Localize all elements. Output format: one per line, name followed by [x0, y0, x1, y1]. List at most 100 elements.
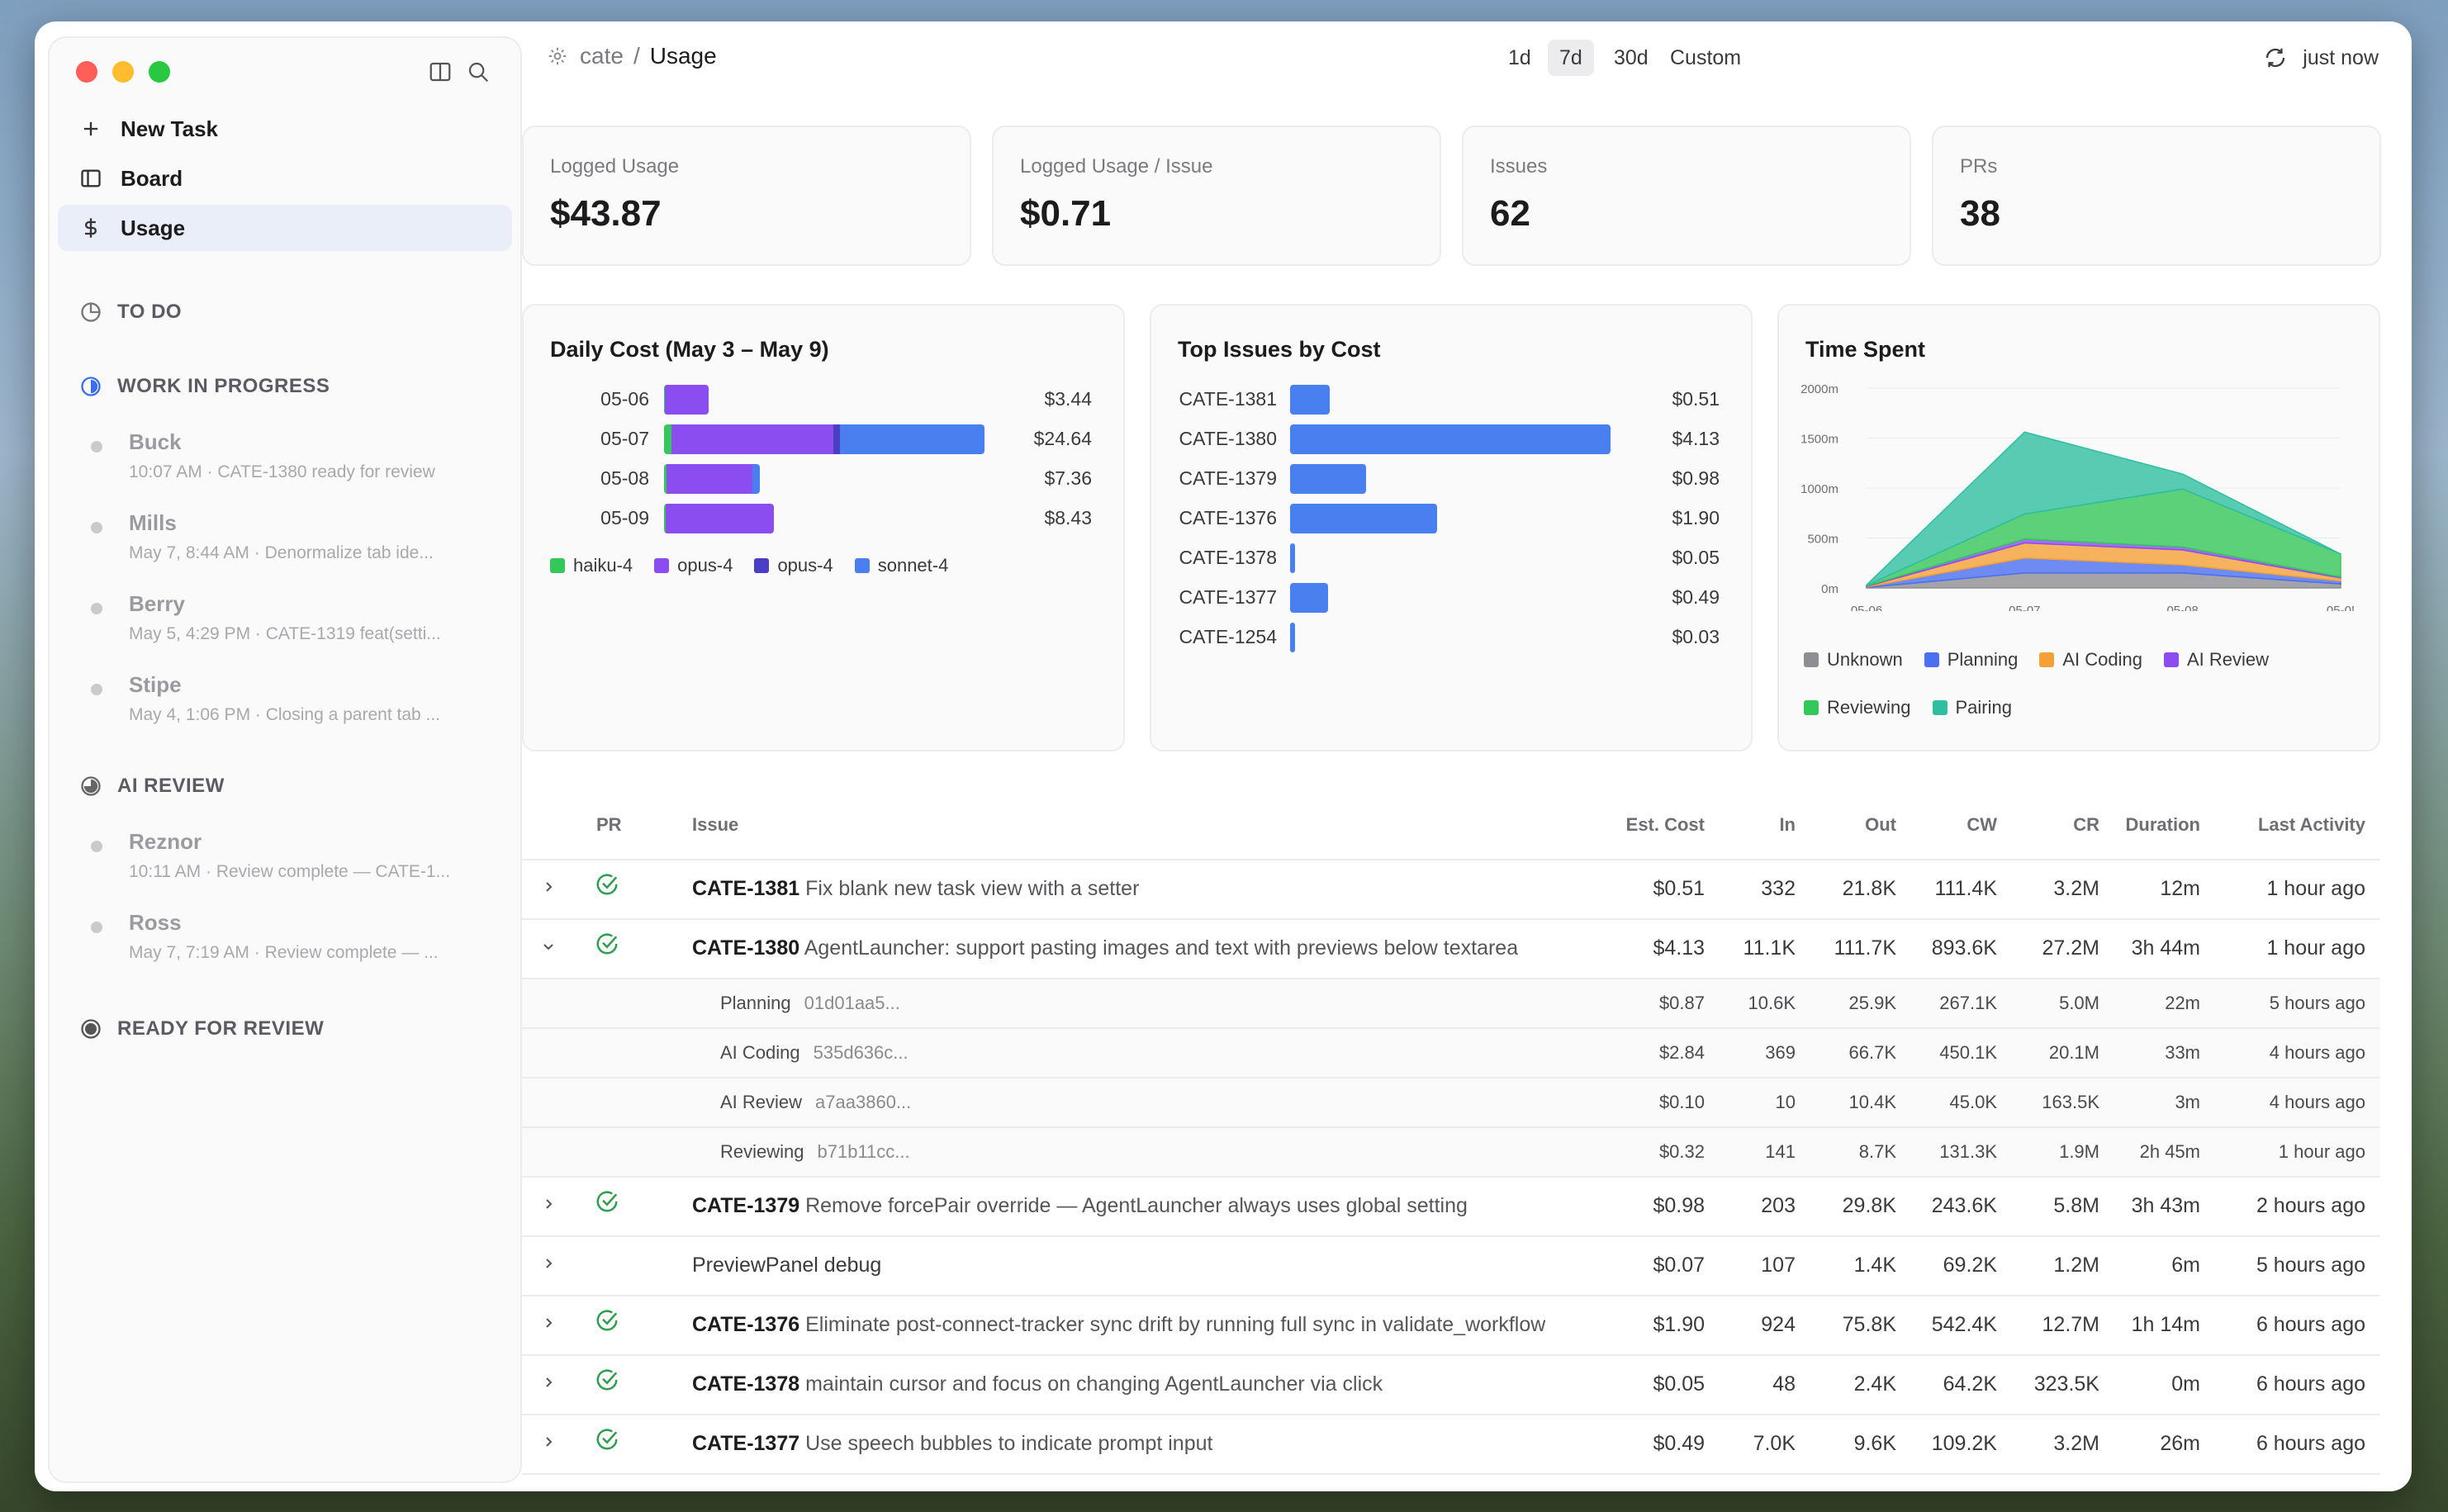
top-issue-bar[interactable] [1290, 543, 1295, 573]
pr-merged-check-icon[interactable] [595, 1189, 619, 1214]
range-custom[interactable]: Custom [1670, 46, 1742, 69]
legend-swatch [2163, 652, 2179, 667]
section-work-in-progress[interactable]: WORK IN PROGRESS [79, 375, 330, 398]
sidebar-item-board[interactable]: Board [58, 155, 512, 201]
chevron-right-icon[interactable] [540, 1196, 557, 1212]
cell-last: 1 hour ago [2278, 1141, 2365, 1162]
issue-id: CATE-1379 [692, 1194, 800, 1217]
column-header-cr[interactable]: CR [2073, 814, 2099, 835]
issue-cell[interactable]: CATE-1377 Use speech bubbles to indicate… [692, 1432, 1212, 1456]
task-agent-name: Mills [129, 510, 177, 535]
column-header-duration[interactable]: Duration [2125, 814, 2200, 835]
sidebar-item-usage[interactable]: Usage [58, 205, 512, 251]
table-row[interactable]: CATE-1381 Fix blank new task view with a… [522, 859, 2380, 918]
column-header-cw[interactable]: CW [1966, 814, 1997, 835]
issue-cell[interactable]: CATE-1376 Eliminate post-connect-tracker… [692, 1313, 1545, 1337]
search-icon[interactable] [466, 59, 491, 84]
top-issue-bar[interactable] [1290, 623, 1295, 652]
cell-cost: $0.10 [1658, 1092, 1705, 1112]
column-header-pr[interactable]: PR [596, 814, 622, 835]
table-row[interactable]: PreviewPanel debug $0.07 107 1.4K 69.2K 1.2M 6… [522, 1235, 2380, 1295]
task-item[interactable]: Berry May 5, 4:29 PM · CATE-1319 feat(set… [83, 591, 512, 657]
refresh-button[interactable]: just now [2263, 40, 2379, 76]
top-issue-bar[interactable] [1290, 385, 1330, 415]
section-ready-for-review[interactable]: READY FOR REVIEW [79, 1017, 324, 1040]
table-row[interactable]: CATE-1378 maintain cursor and focus on c… [522, 1354, 2380, 1414]
task-status-dot [91, 684, 102, 695]
chevron-right-icon[interactable] [540, 1255, 557, 1272]
chevron-right-icon[interactable] [540, 1315, 557, 1331]
task-item[interactable]: Buck 10:07 AM · CATE-1380 ready for revie… [83, 429, 512, 495]
daily-cost-bar[interactable] [664, 385, 709, 415]
column-header-out[interactable]: Out [1865, 814, 1896, 835]
table-sub-row[interactable]: AI Review a7aa3860... $0.10 10 10.4K 45.0K 163… [522, 1077, 2380, 1126]
chevron-right-icon[interactable] [540, 1374, 557, 1391]
issue-cell[interactable]: CATE-1379 Remove forcePair override — Ag… [692, 1194, 1468, 1218]
cell-duration: 3m [2175, 1092, 2200, 1112]
table-row[interactable]: CATE-1380 AgentLauncher: support pasting… [522, 918, 2380, 978]
minimize-window-button[interactable] [112, 61, 134, 83]
issue-cell[interactable]: CATE-1378 maintain cursor and focus on c… [692, 1372, 1383, 1396]
daily-cost-bar-segment [664, 424, 672, 454]
close-window-button[interactable] [76, 61, 97, 83]
range-1d[interactable]: 1d [1508, 46, 1531, 69]
table-row[interactable]: CATE-1376 Eliminate post-connect-tracker… [522, 1295, 2380, 1354]
task-item[interactable]: Mills May 7, 8:44 AM · Denormalize tab id… [83, 510, 512, 576]
daily-cost-bar[interactable] [664, 504, 774, 533]
pr-merged-check-icon[interactable] [595, 1427, 619, 1452]
legend-item: Unknown [1804, 636, 1903, 684]
area-series-pairing[interactable] [1866, 431, 2341, 587]
table-sub-row[interactable]: Reviewing b71b11cc... $0.32 141 8.7K 131.3K 1.… [522, 1126, 2380, 1176]
section-to-do[interactable]: TO DO [79, 301, 182, 324]
cell-last: 5 hours ago [2256, 1254, 2365, 1277]
sidebar-item-new-task[interactable]: New Task [58, 106, 512, 152]
task-status-dot [91, 922, 102, 933]
daily-cost-bar[interactable] [664, 464, 760, 494]
zoom-window-button[interactable] [149, 61, 170, 83]
column-header-issue[interactable]: Issue [692, 814, 739, 835]
daily-cost-bar[interactable] [664, 424, 984, 454]
phase-cell: AI Coding 535d636c... [720, 1042, 909, 1064]
chevron-right-icon[interactable] [540, 1434, 557, 1450]
table-row[interactable]: connect-tracker.md has a great process w… [522, 1473, 2380, 1491]
issue-cell[interactable]: CATE-1380 AgentLauncher: support pasting… [692, 936, 1518, 960]
task-item[interactable]: Stipe May 4, 1:06 PM · Closing a parent t… [83, 672, 512, 738]
column-header-est-cost[interactable]: Est. Cost [1625, 814, 1705, 835]
column-header-last-activity[interactable]: Last Activity [2257, 814, 2365, 835]
section-ai-review[interactable]: AI REVIEW [79, 775, 225, 798]
task-item[interactable]: Ross May 7, 7:19 AM · Review complete — .… [83, 910, 512, 976]
cell-last: 2 hours ago [2256, 1194, 2365, 1217]
top-issue-bar[interactable] [1290, 504, 1438, 533]
cell-duration: 2h 45m [2139, 1141, 2200, 1162]
top-issue-bar[interactable] [1290, 583, 1329, 613]
chevron-down-icon[interactable] [540, 938, 557, 955]
top-issue-bar[interactable] [1290, 424, 1611, 454]
issue-cell[interactable]: CATE-1381 Fix blank new task view with a… [692, 877, 1139, 901]
toggle-sidebar-icon[interactable] [428, 59, 453, 84]
y-tick-label: 2000m [1800, 382, 1838, 396]
issue-cell[interactable]: PreviewPanel debug [692, 1254, 881, 1277]
cell-in: 107 [1761, 1254, 1796, 1277]
pr-merged-check-icon[interactable] [595, 931, 619, 956]
table-row[interactable]: CATE-1379 Remove forcePair override — Ag… [522, 1176, 2380, 1235]
column-header-in[interactable]: In [1779, 814, 1796, 835]
issue-title: PreviewPanel debug [692, 1254, 882, 1277]
legend-item: opus-4 [654, 542, 733, 590]
range-30d[interactable]: 30d [1614, 46, 1649, 69]
table-sub-row[interactable]: Planning 01d01aa5... $0.87 10.6K 25.9K 267.1K… [522, 978, 2380, 1027]
task-subtitle: 10:07 AM · CATE-1380 ready for review [129, 462, 435, 481]
cell-cw: 893.6K [1931, 936, 1997, 960]
last-refreshed-label: just now [2303, 45, 2379, 69]
table-sub-row[interactable]: AI Coding 535d636c... $2.84 369 66.7K 450.1K 2… [522, 1027, 2380, 1077]
pr-merged-check-icon[interactable] [595, 872, 619, 897]
daily-cost-total-label: $24.64 [1033, 428, 1092, 449]
range-7d[interactable]: 7d [1548, 40, 1594, 76]
pr-merged-check-icon[interactable] [595, 1308, 619, 1333]
pr-merged-check-icon[interactable] [595, 1367, 619, 1392]
stat-value: 38 [1960, 193, 2000, 234]
table-row[interactable]: CATE-1377 Use speech bubbles to indicate… [522, 1414, 2380, 1473]
top-issue-bar[interactable] [1290, 464, 1367, 494]
task-item[interactable]: Reznor 10:11 AM · Review complete — CATE-… [83, 829, 512, 895]
chevron-right-icon[interactable] [540, 879, 557, 895]
breadcrumb-workspace[interactable]: cate [580, 43, 624, 69]
